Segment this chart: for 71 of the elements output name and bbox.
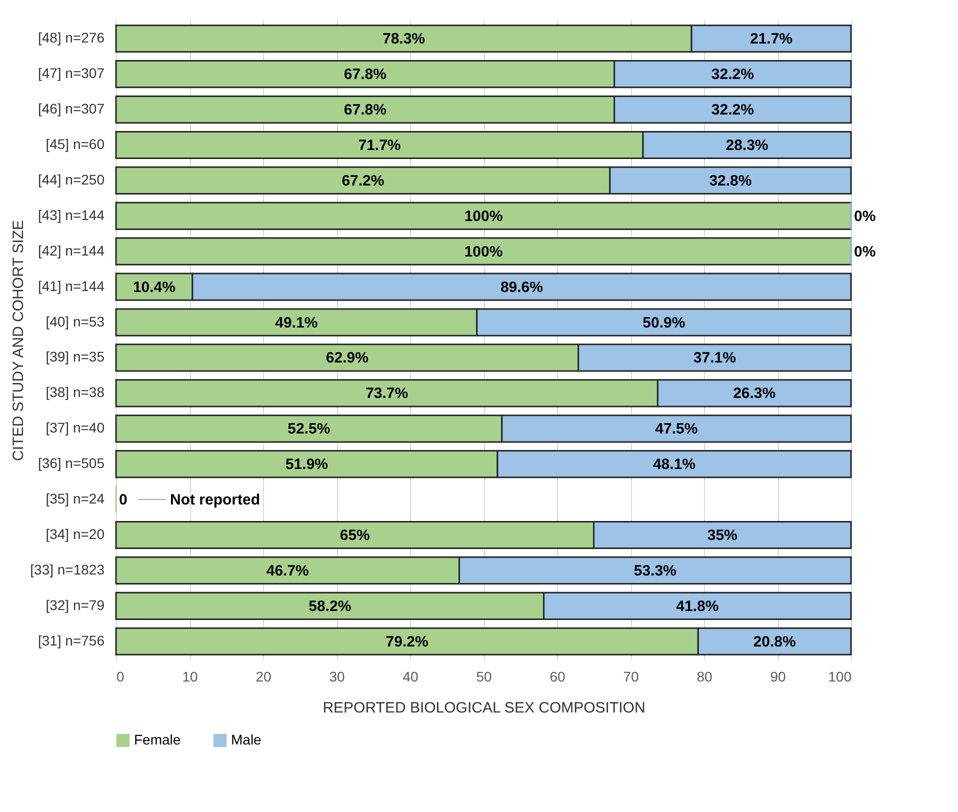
data-label: 71.7%	[358, 136, 401, 154]
x-tick-label: 80	[696, 668, 712, 684]
x-tick-label: 20	[256, 668, 272, 684]
y-tick-label: [44] n=250	[38, 171, 105, 188]
y-tick-label: [31] n=756	[38, 632, 105, 648]
annotation: Not reported	[170, 492, 260, 509]
x-axis-title: REPORTED BIOLOGICAL SEX COMPOSITION	[322, 700, 646, 716]
y-tick-label: [35] n=24	[46, 490, 105, 507]
y-tick-label: [40] n=53	[46, 313, 105, 330]
x-tick-label: 30	[329, 668, 345, 684]
data-label: 35%	[707, 527, 738, 544]
data-label: 50.9%	[642, 314, 686, 332]
data-label: 41.8%	[676, 598, 719, 615]
data-label: 21.7%	[750, 30, 793, 48]
data-label: 32.2%	[711, 102, 754, 119]
data-label: 47.5%	[655, 420, 698, 438]
data-label: 58.2%	[308, 598, 352, 615]
y-tick-label: [36] n=505	[38, 455, 105, 472]
legend-label: Male	[231, 731, 262, 748]
data-label: 0%	[854, 243, 876, 260]
data-label: 67.2%	[342, 172, 384, 190]
data-label: 0	[119, 492, 128, 509]
bar	[115, 202, 852, 230]
data-label: 48.1%	[652, 456, 696, 474]
data-label: 65%	[340, 527, 370, 544]
data-label: 79.2%	[386, 633, 428, 650]
data-label: 49.1%	[275, 314, 318, 332]
y-tick-label: [37] n=40	[46, 420, 105, 436]
data-label: 46.7%	[266, 562, 309, 580]
legend-label: Female	[134, 731, 181, 748]
data-label: 100%	[464, 243, 503, 260]
data-label: 26.3%	[733, 385, 776, 402]
data-label: 62.9%	[326, 350, 368, 367]
x-tick-label: 70	[623, 668, 639, 684]
x-tick-label: 0	[116, 668, 124, 684]
data-label: 100%	[464, 208, 503, 225]
data-label: 32.2%	[711, 66, 754, 84]
y-tick-label: [48] n=276	[38, 30, 105, 46]
data-label: 89.6%	[500, 278, 543, 296]
y-tick-label: [46] n=307	[38, 100, 105, 117]
x-tick-label: 10	[182, 668, 198, 684]
y-tick-label: [41] n=144	[38, 278, 105, 294]
data-label: 32.8%	[709, 172, 752, 190]
y-tick-label: [39] n=35	[46, 348, 105, 365]
data-label: 51.9%	[285, 456, 328, 474]
data-label: 67.8%	[344, 66, 386, 84]
y-tick-label: [32] n=79	[46, 596, 105, 613]
x-tick-label: 90	[770, 668, 786, 684]
y-tick-label: [45] n=60	[46, 136, 105, 152]
data-label: 10.4%	[132, 278, 176, 296]
y-tick-label: [33] n=1823	[30, 561, 105, 578]
data-label: 73.7%	[366, 385, 408, 402]
x-tick-label: 60	[550, 668, 566, 684]
data-label: 0%	[854, 208, 876, 225]
data-label: 52.5%	[288, 420, 330, 438]
y-tick-label: [34] n=20	[46, 526, 105, 542]
x-tick-label: 40	[402, 668, 418, 684]
data-label: 20.8%	[753, 633, 796, 650]
data-label: 78.3%	[382, 30, 426, 48]
y-tick-label: [42] n=144	[38, 242, 105, 258]
y-tick-label: [43] n=144	[38, 206, 105, 223]
x-tick-label: 50	[476, 668, 492, 684]
bar	[115, 237, 852, 266]
y-axis-title: CITED STUDY AND COHORT SIZE	[10, 220, 28, 461]
data-label: 53.3%	[634, 562, 676, 580]
data-label: 67.8%	[344, 102, 386, 119]
x-tick-label: 100	[828, 668, 852, 684]
y-tick-label: [38] n=38	[46, 384, 105, 400]
data-label: 28.3%	[726, 136, 768, 154]
data-label: 37.1%	[693, 350, 736, 367]
y-tick-label: [47] n=307	[38, 65, 105, 82]
